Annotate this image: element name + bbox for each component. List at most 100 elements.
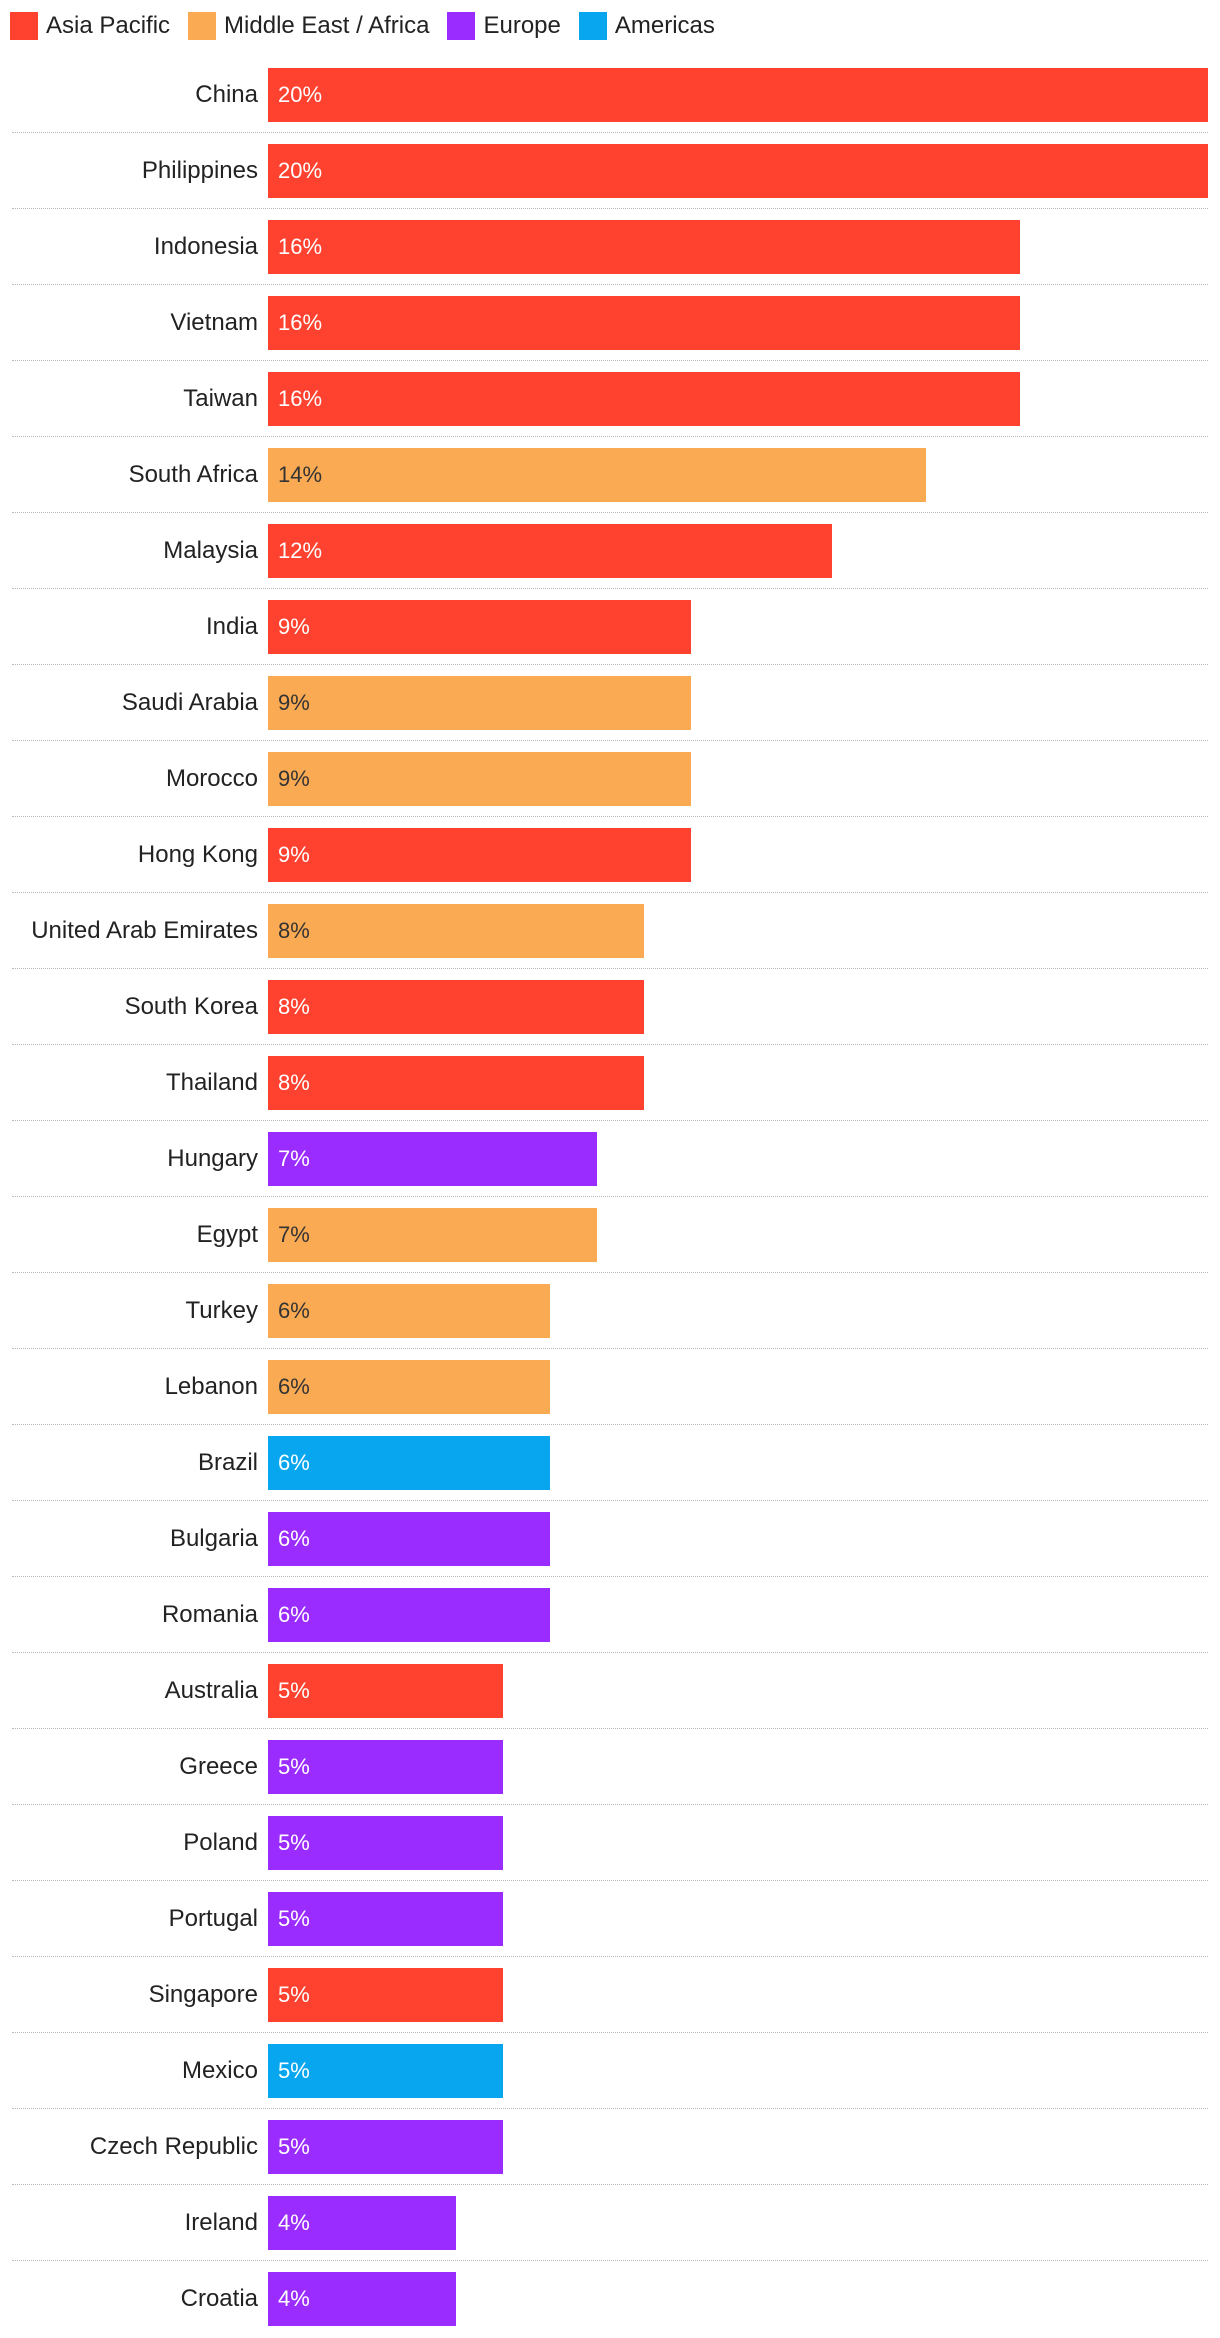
row-divider <box>12 512 1208 513</box>
bar-row: Czech Republic 5% <box>0 2109 1220 2185</box>
bar-row: Taiwan 16% <box>0 361 1220 437</box>
bar-value-label: 16% <box>278 386 323 411</box>
bar: 4% <box>268 2272 456 2326</box>
legend-item-europe: Europe <box>447 12 561 40</box>
row-divider <box>12 1804 1208 1805</box>
category-label: Romania <box>161 1601 258 1628</box>
legend-item-asia-pacific: Asia Pacific <box>10 12 170 40</box>
row-divider <box>12 1272 1208 1273</box>
category-label: Taiwan <box>183 385 258 412</box>
bar-row: United Arab Emirates 8% <box>0 893 1220 969</box>
bar-row: South Korea 8% <box>0 969 1220 1045</box>
category-label: Greece <box>179 1753 258 1780</box>
category-label: Czech Republic <box>89 2133 258 2160</box>
bar: 5% <box>268 1816 503 1870</box>
category-label: Poland <box>183 1829 258 1856</box>
row-divider <box>12 208 1208 209</box>
bar-row: Singapore 5% <box>0 1957 1220 2033</box>
bar: 12% <box>268 524 832 578</box>
category-label: Croatia <box>180 2285 258 2312</box>
bar-value-label: 16% <box>278 234 323 259</box>
bar: 20% <box>268 144 1208 198</box>
bar: 6% <box>268 1588 550 1642</box>
category-label: India <box>205 613 258 640</box>
bar-row: Thailand 8% <box>0 1045 1220 1121</box>
bar-value-label: 7% <box>278 1146 310 1171</box>
row-divider <box>12 1424 1208 1425</box>
category-label: Saudi Arabia <box>121 689 258 716</box>
row-divider <box>12 436 1208 437</box>
bar: 6% <box>268 1436 550 1490</box>
bar-row: Brazil 6% <box>0 1425 1220 1501</box>
category-label: United Arab Emirates <box>31 917 258 944</box>
row-divider <box>12 968 1208 969</box>
category-label: Singapore <box>148 1981 258 2008</box>
row-divider <box>12 2108 1208 2109</box>
row-divider <box>12 664 1208 665</box>
bar-value-label: 6% <box>278 1374 310 1399</box>
bar: 14% <box>268 448 926 502</box>
legend-swatch-asia-pacific <box>10 12 38 40</box>
bar: 9% <box>268 752 691 806</box>
category-label: Thailand <box>165 1069 258 1096</box>
bar-row: Portugal 5% <box>0 1881 1220 1957</box>
bar-value-label: 20% <box>278 82 323 107</box>
row-divider <box>12 1120 1208 1121</box>
bar-row: Romania 6% <box>0 1577 1220 1653</box>
row-divider <box>12 1348 1208 1349</box>
bar-value-label: 6% <box>278 1526 310 1551</box>
bar-value-label: 6% <box>278 1450 310 1475</box>
row-divider <box>12 816 1208 817</box>
bar: 6% <box>268 1284 550 1338</box>
bar-value-label: 14% <box>278 462 323 487</box>
bar: 5% <box>268 1740 503 1794</box>
row-divider <box>12 360 1208 361</box>
bar: 5% <box>268 1968 503 2022</box>
bar: 9% <box>268 600 691 654</box>
bar: 6% <box>268 1512 550 1566</box>
row-divider <box>12 588 1208 589</box>
bar-value-label: 9% <box>278 690 310 715</box>
category-label: Malaysia <box>163 537 258 564</box>
bar-value-label: 8% <box>278 918 310 943</box>
category-label: Turkey <box>185 1297 258 1324</box>
bar-row: Morocco 9% <box>0 741 1220 817</box>
row-divider <box>12 1500 1208 1501</box>
legend-label-asia-pacific: Asia Pacific <box>46 12 171 39</box>
row-divider <box>12 740 1208 741</box>
bar: 5% <box>268 2120 503 2174</box>
category-label: Australia <box>164 1677 258 1704</box>
bar-row: Hong Kong 9% <box>0 817 1220 893</box>
bar: 16% <box>268 372 1020 426</box>
bar-value-label: 6% <box>278 1602 310 1627</box>
bar-value-label: 5% <box>278 1830 310 1855</box>
bar-value-label: 7% <box>278 1222 310 1247</box>
bar-value-label: 4% <box>278 2210 310 2235</box>
bar: 8% <box>268 1056 644 1110</box>
bar-value-label: 5% <box>278 1754 310 1779</box>
bar-row: Poland 5% <box>0 1805 1220 1881</box>
bar-value-label: 9% <box>278 842 310 867</box>
bar: 8% <box>268 980 644 1034</box>
bar-value-label: 5% <box>278 1678 310 1703</box>
bar-value-label: 6% <box>278 1298 310 1323</box>
row-divider <box>12 284 1208 285</box>
category-label: Brazil <box>197 1449 258 1476</box>
legend-label-middle-east-africa: Middle East / Africa <box>224 12 430 39</box>
bar-value-label: 16% <box>278 310 323 335</box>
bar-row: India 9% <box>0 589 1220 665</box>
bar-row: Croatia 4% <box>0 2261 1220 2337</box>
bar: 9% <box>268 828 691 882</box>
bar-value-label: 5% <box>278 1982 310 2007</box>
bar: 16% <box>268 296 1020 350</box>
legend-label-europe: Europe <box>483 12 561 39</box>
row-divider <box>12 1880 1208 1881</box>
bar-row: Vietnam 16% <box>0 285 1220 361</box>
legend-swatch-americas <box>578 12 607 40</box>
row-divider <box>12 1728 1208 1729</box>
row-divider <box>12 1044 1208 1045</box>
category-label: Hungary <box>167 1145 258 1172</box>
bar: 5% <box>268 1892 503 1946</box>
bar-row: Lebanon 6% <box>0 1349 1220 1425</box>
